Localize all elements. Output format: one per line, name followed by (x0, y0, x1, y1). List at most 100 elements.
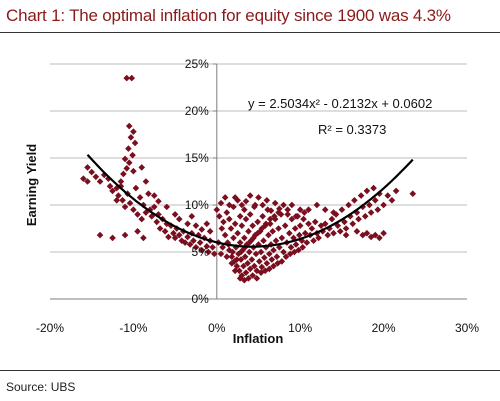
data-point (270, 246, 277, 254)
data-point (310, 237, 317, 245)
data-point (353, 228, 361, 235)
data-point (130, 128, 137, 135)
data-point (235, 250, 242, 258)
data-point (246, 211, 254, 218)
data-point (218, 225, 226, 232)
data-point (92, 173, 100, 181)
data-point (203, 243, 211, 250)
data-point (217, 250, 225, 258)
data-point (295, 246, 302, 254)
data-point (127, 134, 135, 141)
data-point (140, 234, 147, 242)
data-point (341, 218, 348, 226)
data-point (349, 220, 357, 228)
data-point (155, 197, 162, 205)
data-point (301, 209, 308, 216)
data-point (287, 244, 295, 251)
data-point (250, 234, 257, 242)
data-point (123, 165, 131, 172)
y-tick-label: 5% (191, 245, 209, 259)
data-point (232, 244, 240, 251)
data-point (259, 201, 266, 209)
data-point (305, 220, 312, 228)
data-point (113, 197, 121, 204)
data-point (123, 74, 131, 82)
data-point (371, 231, 379, 239)
data-point (286, 229, 293, 237)
data-point (188, 212, 196, 220)
x-tick-label: -10% (119, 321, 147, 335)
data-point (359, 231, 367, 239)
data-point (84, 164, 91, 171)
data-point (263, 259, 271, 267)
data-point (223, 253, 231, 260)
data-point (170, 229, 177, 237)
data-point (263, 197, 271, 204)
data-point (363, 187, 371, 195)
data-point (240, 262, 247, 270)
data-point (270, 262, 277, 270)
data-point (273, 253, 281, 260)
data-point (163, 203, 171, 211)
data-point (125, 145, 132, 152)
data-point (234, 229, 241, 237)
data-point (121, 203, 129, 211)
axis-labels: 0% 5% 10% 15% 20% 25% -20% -10% 0% 10% 20% 30% y = 2… (24, 57, 479, 346)
title-rule (0, 32, 500, 33)
data-point (315, 234, 322, 242)
data-point (138, 164, 146, 171)
data-point (241, 276, 248, 284)
data-point (308, 225, 316, 232)
data-point (288, 201, 296, 209)
data-point (241, 253, 249, 260)
data-point (363, 229, 371, 237)
data-point (165, 233, 172, 241)
data-point (171, 211, 179, 218)
data-point (246, 265, 254, 273)
data-point (374, 206, 382, 213)
data-point (249, 222, 256, 229)
data-point (155, 211, 162, 218)
data-point (276, 244, 283, 251)
data-point (280, 201, 287, 209)
data-point (80, 175, 87, 182)
data-points (80, 74, 417, 284)
data-point (266, 250, 273, 258)
data-point (267, 207, 275, 214)
data-point (303, 239, 311, 246)
data-point (392, 187, 400, 195)
data-point (305, 206, 312, 213)
data-point (109, 187, 116, 195)
data-point (227, 225, 235, 232)
source-note: Source: UBS (6, 380, 76, 394)
data-point (255, 194, 262, 201)
data-point (299, 244, 307, 251)
data-point (125, 122, 133, 130)
data-point (324, 231, 332, 239)
data-point (275, 209, 282, 216)
scatter-chart: 0% 5% 10% 15% 20% 25% -20% -10% 0% 10% 20% 30% y = 2… (24, 57, 479, 346)
data-point (121, 231, 129, 239)
data-point (355, 215, 362, 223)
data-point (223, 209, 231, 216)
data-point (342, 225, 350, 232)
data-point (233, 256, 241, 263)
data-point (253, 275, 261, 282)
data-point (206, 228, 214, 235)
data-point (190, 237, 197, 245)
data-point (291, 225, 299, 232)
data-point (272, 237, 280, 245)
data-point (357, 192, 365, 199)
axes (50, 63, 467, 300)
data-point (257, 248, 265, 256)
data-point (409, 190, 417, 198)
data-point (231, 194, 239, 201)
data-point (345, 201, 352, 209)
data-point (281, 222, 289, 229)
data-point (226, 201, 233, 209)
data-point (220, 218, 227, 226)
data-point (376, 234, 383, 242)
data-point (251, 231, 259, 239)
data-point (328, 215, 336, 223)
data-point (380, 201, 387, 209)
